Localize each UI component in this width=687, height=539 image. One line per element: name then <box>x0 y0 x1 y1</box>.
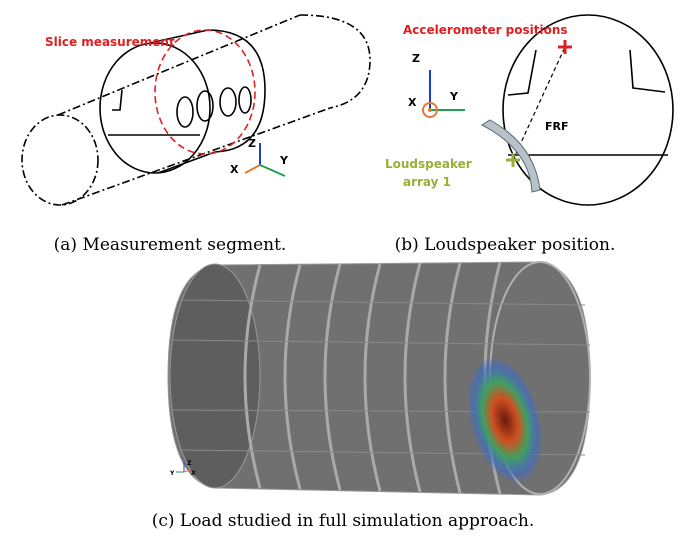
axis-label: X <box>230 163 239 176</box>
axes-icon <box>423 70 465 117</box>
axis-label: Y <box>279 154 289 167</box>
loudspeaker <box>482 120 540 192</box>
axis-label: X <box>191 470 196 477</box>
simulation-mesh <box>168 262 590 495</box>
axis-label: Z <box>248 137 256 150</box>
annotation: Accelerometer positions <box>403 23 568 37</box>
figure: Slice measurement Z X Y (a) Measurement … <box>0 0 687 539</box>
accelerometer-marker <box>558 40 572 54</box>
axis-label: Z <box>412 52 420 65</box>
axis-label: X <box>408 96 417 109</box>
panel-b-drawing <box>503 15 673 205</box>
label: FRF <box>545 120 569 133</box>
axis-label: Y <box>449 90 459 103</box>
caption: (a) Measurement segment. <box>54 235 287 255</box>
caption: (b) Loudspeaker position. <box>395 235 616 255</box>
caption: (c) Load studied in full simulation appr… <box>152 511 535 531</box>
annotation: Slice measurement <box>45 35 175 49</box>
source-label: Loudspeaker <box>385 157 472 171</box>
axis-label: Y <box>169 470 175 477</box>
axis-label: Z <box>187 460 192 467</box>
source-label: array 1 <box>403 175 451 189</box>
